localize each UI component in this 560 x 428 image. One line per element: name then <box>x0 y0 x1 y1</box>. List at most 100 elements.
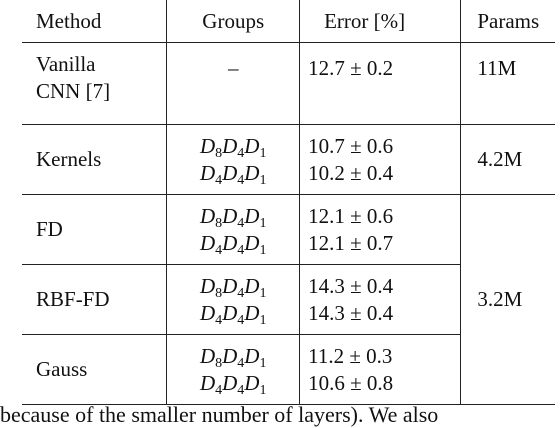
group-symbol: D <box>244 343 260 368</box>
method-cell: Kernels <box>22 124 168 195</box>
group-subscript: 4 <box>237 382 245 398</box>
group-subscript: 1 <box>259 382 267 398</box>
group-symbol: D <box>244 203 260 228</box>
group-subscript: 1 <box>259 215 267 231</box>
group-subscript: 1 <box>259 312 267 328</box>
group-subscript: 4 <box>237 312 245 328</box>
error-value-a: 10.7 ± 0.6 <box>308 133 394 158</box>
group-symbol: D <box>199 370 216 395</box>
params-cell-shared: 3.2M <box>460 194 555 405</box>
group-subscript: 8 <box>215 215 223 231</box>
group-symbol: D <box>244 273 260 298</box>
method-cell: Gauss <box>22 334 168 405</box>
group-symbol: D <box>222 300 238 325</box>
group-subscript: 8 <box>215 145 223 161</box>
method-cell: Vanilla CNN [7] <box>22 42 168 125</box>
table-row-fd: FD D8D4D1 D4D4D1 12.1 ± 0.6 12.1 ± 0.7 3… <box>22 194 555 405</box>
group-set-a: D8D4D1 <box>167 133 299 161</box>
group-subscript: 4 <box>237 172 245 188</box>
group-symbol: D <box>199 230 216 255</box>
table-row-vanilla: Vanilla CNN [7] – 12.7 ± 0.2 11M <box>22 42 555 125</box>
error-cell: 10.7 ± 0.6 10.2 ± 0.4 <box>299 124 462 195</box>
params-cell: 11M <box>460 42 555 125</box>
params-value: 11M <box>477 56 517 80</box>
group-symbol: D <box>222 133 238 158</box>
error-value-b: 14.3 ± 0.4 <box>308 300 394 325</box>
table-header-row: Method Groups Error [%] Params <box>22 0 555 43</box>
group-subscript: 1 <box>259 285 267 301</box>
groups-cell: D8D4D1 D4D4D1 <box>166 194 301 265</box>
method-cell: RBF-FD <box>22 264 168 335</box>
error-cell: 12.1 ± 0.6 12.1 ± 0.7 <box>299 194 462 265</box>
group-set-b: D4D4D1 <box>167 230 299 258</box>
group-symbol: D <box>199 133 216 158</box>
params-cell: 4.2M <box>460 124 555 195</box>
error-cell: 14.3 ± 0.4 14.3 ± 0.4 <box>299 264 462 335</box>
group-subscript: 4 <box>215 242 223 258</box>
groups-cell: D8D4D1 D4D4D1 <box>166 334 301 405</box>
group-symbol: D <box>199 300 216 325</box>
groups-cell: – <box>166 42 301 125</box>
error-value-b: 12.1 ± 0.7 <box>308 230 394 255</box>
group-subscript: 8 <box>215 285 223 301</box>
header-params: Params <box>477 8 540 33</box>
group-symbol: D <box>244 133 260 158</box>
method-cell: FD <box>22 194 168 265</box>
header-groups: Groups <box>166 0 301 43</box>
group-subscript: 1 <box>259 145 267 161</box>
group-subscript: 4 <box>215 312 223 328</box>
group-symbol: D <box>199 160 216 185</box>
group-symbol: D <box>199 203 216 228</box>
table-row-gauss: Gauss D8D4D1 D4D4D1 11.2 ± 0.3 10.6 ± 0.… <box>22 334 555 405</box>
group-symbol: D <box>244 300 260 325</box>
group-set-b: D4D4D1 <box>167 300 299 328</box>
error-value: 12.7 ± 0.2 <box>308 56 394 80</box>
group-symbol: D <box>222 370 238 395</box>
group-symbol: D <box>199 273 216 298</box>
group-subscript: 4 <box>237 215 245 231</box>
group-subscript: 4 <box>215 382 223 398</box>
error-value-a: 12.1 ± 0.6 <box>308 203 394 228</box>
group-subscript: 4 <box>215 172 223 188</box>
group-symbol: D <box>199 343 216 368</box>
error-value-b: 10.6 ± 0.8 <box>308 370 394 395</box>
group-set-b: D4D4D1 <box>167 370 299 398</box>
group-subscript: 1 <box>259 242 267 258</box>
group-set-b: D4D4D1 <box>167 160 299 188</box>
group-symbol: D <box>244 230 260 255</box>
group-symbol: D <box>244 370 260 395</box>
group-subscript: 1 <box>259 355 267 371</box>
results-table: Method Groups Error [%] Params Vanilla C… <box>22 0 555 405</box>
header-method: Method <box>22 0 168 43</box>
group-subscript: 4 <box>237 285 245 301</box>
error-value-a: 11.2 ± 0.3 <box>308 343 393 368</box>
group-symbol: D <box>222 203 238 228</box>
method-label-line1: Vanilla <box>36 52 96 76</box>
group-set-a: D8D4D1 <box>167 273 299 301</box>
group-symbol: D <box>222 273 238 298</box>
error-value-a: 14.3 ± 0.4 <box>308 273 394 298</box>
group-symbol: D <box>222 343 238 368</box>
table-row-kernels: Kernels D8D4D1 D4D4D1 10.7 ± 0.6 10.2 ± … <box>22 124 555 195</box>
table-row-rbf-fd: RBF-FD D8D4D1 D4D4D1 14.3 ± 0.4 14.3 ± 0… <box>22 264 555 335</box>
body-text-caption: because of the smaller number of layers)… <box>0 402 439 427</box>
results-table-container: Method Groups Error [%] Params Vanilla C… <box>22 0 555 405</box>
error-cell: 11.2 ± 0.3 10.6 ± 0.8 <box>299 334 462 405</box>
group-subscript: 1 <box>259 172 267 188</box>
groups-value: – <box>227 56 239 80</box>
group-subscript: 4 <box>237 355 245 371</box>
group-symbol: D <box>244 160 260 185</box>
error-value-b: 10.2 ± 0.4 <box>308 160 394 185</box>
group-symbol: D <box>222 160 238 185</box>
group-symbol: D <box>222 230 238 255</box>
group-subscript: 8 <box>215 355 223 371</box>
method-label-line2: CNN [7] <box>36 79 111 103</box>
group-set-a: D8D4D1 <box>167 343 299 371</box>
groups-cell: D8D4D1 D4D4D1 <box>166 124 301 195</box>
groups-cell: D8D4D1 D4D4D1 <box>166 264 301 335</box>
header-error: Error [%] <box>299 0 462 43</box>
group-subscript: 4 <box>237 242 245 258</box>
group-subscript: 4 <box>237 145 245 161</box>
error-cell: 12.7 ± 0.2 <box>299 42 462 125</box>
group-set-a: D8D4D1 <box>167 203 299 231</box>
